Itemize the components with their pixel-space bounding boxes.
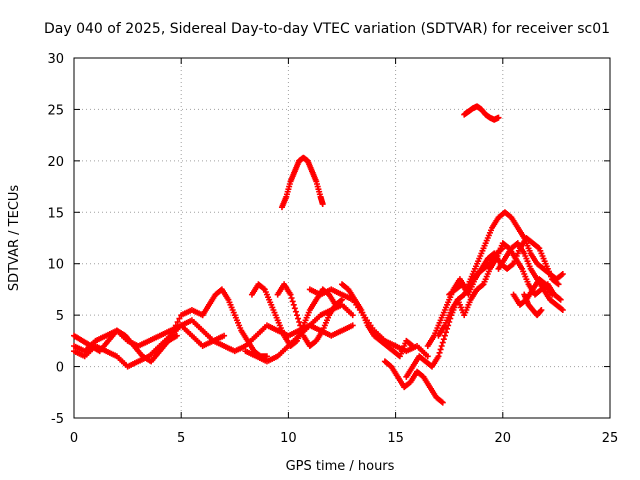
- y-tick-label: 20: [47, 155, 64, 170]
- x-tick-label: 15: [387, 431, 404, 446]
- y-tick-label: 10: [47, 258, 64, 273]
- data-point-markers: [274, 281, 345, 349]
- x-tick-label: 10: [280, 431, 297, 446]
- y-tick-label: 25: [47, 103, 64, 118]
- series-track-t: [461, 103, 502, 123]
- ticks: 0 5 10 15 20 25 -5 0 5 10 15 20 25 30: [47, 52, 618, 446]
- x-tick-label: 5: [177, 431, 185, 446]
- data-point-markers: [71, 307, 206, 370]
- grid: [74, 58, 610, 418]
- data-point-markers: [339, 281, 416, 360]
- series-track-h: [274, 281, 345, 349]
- data-point-markers: [446, 235, 562, 298]
- series-track-s: [278, 154, 326, 211]
- series-track-g: [242, 322, 356, 365]
- y-tick-label: -5: [51, 412, 64, 427]
- series-track-j: [339, 281, 416, 360]
- data-point-markers: [71, 327, 180, 365]
- x-axis-label: GPS time / hours: [286, 459, 395, 474]
- data-point-markers: [495, 240, 566, 313]
- series-track-c: [71, 327, 180, 365]
- data-point-markers: [521, 291, 545, 319]
- y-axis-label: SDTVAR / TECUs: [7, 185, 22, 292]
- y-tick-label: 15: [47, 206, 64, 221]
- data-points: [71, 103, 566, 406]
- data-point-markers: [381, 358, 446, 406]
- series-track-p: [495, 240, 566, 313]
- series-track-r: [521, 291, 545, 319]
- x-tick-label: 0: [70, 431, 78, 446]
- data-point-markers: [510, 276, 556, 308]
- data-point-markers: [424, 209, 566, 349]
- y-tick-label: 5: [56, 309, 64, 324]
- series-track-q: [510, 276, 556, 308]
- series-track-m: [424, 209, 566, 349]
- series-track-k: [381, 358, 446, 406]
- data-point-markers: [461, 103, 502, 123]
- data-point-markers: [278, 154, 326, 211]
- y-tick-label: 30: [47, 52, 64, 67]
- series-track-b: [71, 307, 206, 370]
- x-tick-label: 25: [602, 431, 619, 446]
- data-point-markers: [242, 322, 356, 365]
- x-tick-label: 20: [495, 431, 512, 446]
- y-tick-label: 0: [56, 361, 64, 376]
- chart-title: Day 040 of 2025, Sidereal Day-to-day VTE…: [44, 21, 610, 37]
- plot-frame: [73, 57, 611, 419]
- series-track-o: [446, 235, 562, 298]
